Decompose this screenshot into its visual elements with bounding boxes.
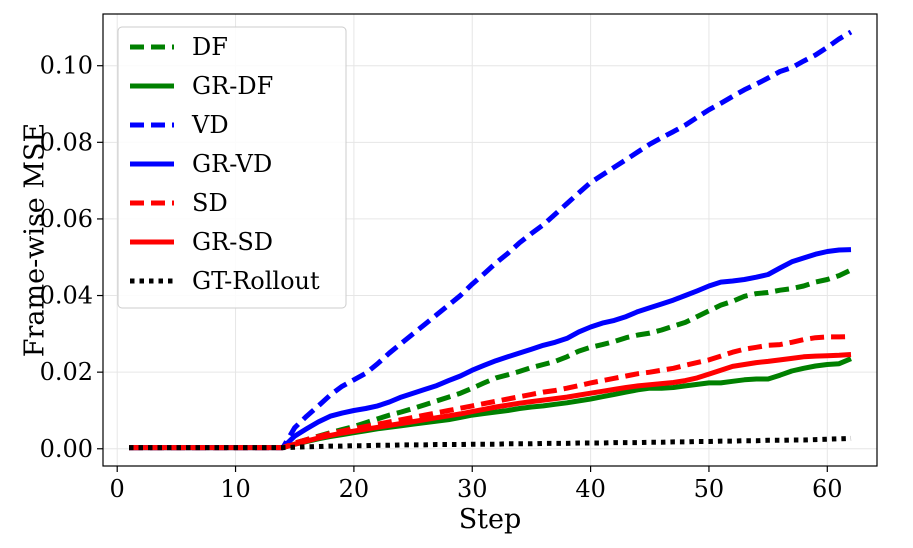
y-tick-label: 0.00 xyxy=(40,435,93,463)
legend-label: GR-SD xyxy=(192,228,273,256)
axis-ticks: 0 10 20 30 40 50 60 0.00 0.02 0.04 0.06 0.08 0.10 xyxy=(40,52,843,503)
x-axis-label: Step xyxy=(459,504,522,535)
series-line-gt-rollout xyxy=(129,435,852,451)
x-tick-label: 10 xyxy=(220,475,251,503)
y-tick-label: 0.10 xyxy=(40,52,93,80)
y-tick-label: 0.08 xyxy=(40,128,93,156)
x-tick-label: 30 xyxy=(457,475,488,503)
legend-label: DF xyxy=(192,33,228,61)
y-tick-label: 0.04 xyxy=(40,282,93,310)
x-tick-label: 0 xyxy=(110,475,125,503)
legend-box xyxy=(117,26,347,309)
x-tick-label: 50 xyxy=(694,475,725,503)
series-line-vd xyxy=(129,29,853,451)
y-tick-label: 0.06 xyxy=(40,205,93,233)
plot-frame xyxy=(102,13,878,467)
y-axis-label: Frame-wise MSE xyxy=(20,123,51,357)
legend-label: VD xyxy=(191,111,229,139)
y-tick-label: 0.02 xyxy=(40,358,93,386)
series-line-sd xyxy=(129,334,852,451)
legend-label: GR-VD xyxy=(192,150,272,178)
legend-label: SD xyxy=(192,189,228,217)
x-tick-label: 60 xyxy=(812,475,843,503)
series-lines xyxy=(129,29,853,451)
x-tick-label: 40 xyxy=(575,475,606,503)
legend: DF GR-DF VD GR-VD SD GR-SD GT-Rollout xyxy=(117,26,347,309)
legend-label: GR-DF xyxy=(192,72,273,100)
x-tick-label: 20 xyxy=(339,475,370,503)
legend-label: GT-Rollout xyxy=(192,267,320,295)
series-line-gr-sd xyxy=(129,352,852,451)
